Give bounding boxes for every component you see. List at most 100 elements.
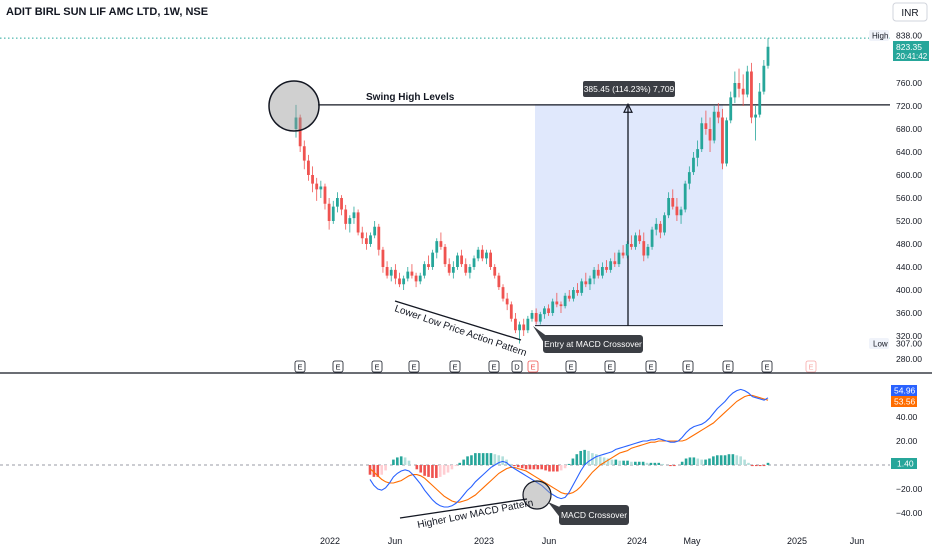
event-marker-letter: E bbox=[607, 363, 612, 372]
candle-body bbox=[352, 212, 356, 219]
candle-body bbox=[592, 269, 596, 279]
macd-histogram-bar bbox=[431, 465, 434, 478]
macd-histogram-bar bbox=[634, 461, 637, 465]
price-tick-label: 560.00 bbox=[896, 193, 922, 203]
candle-body bbox=[447, 264, 451, 273]
event-marker: E bbox=[449, 360, 461, 373]
macd-histogram-bar bbox=[575, 454, 579, 465]
macd-histogram-bar bbox=[380, 465, 384, 475]
macd-histogram-bar bbox=[403, 457, 407, 465]
candle-body bbox=[294, 117, 298, 129]
event-marker-letter: E bbox=[335, 363, 340, 372]
candle-body bbox=[667, 198, 671, 216]
entry-label: Entry at MACD Crossover bbox=[544, 339, 642, 349]
signal-value-badge: 53.56 bbox=[891, 396, 917, 407]
macd-histogram-bar bbox=[536, 465, 540, 470]
time-axis-label: Jun bbox=[542, 536, 557, 546]
candle-body bbox=[638, 235, 642, 242]
macd-histogram-bar bbox=[470, 455, 473, 465]
macd-histogram-bar bbox=[516, 465, 520, 468]
macd-tick-label: −40.00 bbox=[896, 508, 923, 518]
price-tick-label: 640.00 bbox=[896, 147, 922, 157]
candle-body bbox=[762, 65, 766, 92]
macd-histogram-bar bbox=[368, 465, 372, 475]
candle-body bbox=[712, 111, 716, 141]
event-marker: E bbox=[645, 360, 657, 373]
price-tick-label: 480.00 bbox=[896, 239, 922, 249]
candle-body bbox=[509, 304, 513, 319]
candle-body bbox=[559, 304, 563, 307]
macd-histogram-bar bbox=[610, 459, 614, 465]
macd-histogram-bar bbox=[688, 457, 692, 465]
macd-histogram-bar bbox=[673, 465, 676, 467]
price-tick-label: 600.00 bbox=[896, 170, 922, 180]
candle-body bbox=[646, 246, 650, 256]
candle-body bbox=[551, 301, 555, 313]
macd-histogram-bar bbox=[727, 454, 731, 465]
macd-histogram-bar bbox=[618, 460, 622, 465]
macd-histogram-bar bbox=[692, 457, 696, 465]
macd-histogram-bar bbox=[438, 465, 442, 477]
candle-body bbox=[406, 271, 410, 279]
macd-histogram-bar bbox=[731, 454, 735, 465]
macd-histogram-bar bbox=[548, 465, 551, 472]
currency-button[interactable]: INR bbox=[892, 2, 928, 22]
macd-histogram-bar bbox=[567, 463, 571, 465]
macd-histogram-bar bbox=[595, 454, 598, 465]
macd-histogram-bar bbox=[747, 462, 750, 465]
candle-body bbox=[700, 123, 704, 150]
price-tick-label: 440.00 bbox=[896, 262, 922, 272]
event-marker-letter: E bbox=[530, 363, 535, 372]
event-marker-box bbox=[527, 360, 539, 373]
event-marker-letter: E bbox=[491, 363, 496, 372]
candle-body bbox=[302, 146, 306, 161]
candle-body bbox=[737, 83, 741, 89]
swing-high-label: Swing High Levels bbox=[366, 92, 455, 103]
candle-body bbox=[373, 226, 377, 236]
candle-body bbox=[526, 318, 530, 331]
candle-body bbox=[576, 290, 579, 293]
candle-body bbox=[364, 238, 368, 244]
candle-body bbox=[729, 97, 733, 121]
candle-body bbox=[489, 252, 492, 267]
high-value: 838.00 bbox=[896, 31, 922, 41]
candle-body bbox=[534, 313, 538, 322]
event-marker: E bbox=[565, 360, 577, 373]
candle-body bbox=[741, 88, 745, 95]
macd-histogram-bar bbox=[454, 465, 458, 467]
candle-body bbox=[514, 318, 517, 331]
low-label: Low bbox=[873, 340, 888, 349]
macd-histogram-bar bbox=[458, 462, 462, 465]
candle-body bbox=[311, 175, 314, 184]
candle-body bbox=[588, 278, 592, 285]
event-marker: E bbox=[527, 360, 539, 373]
macd-histogram-bar bbox=[754, 465, 758, 467]
signal-line bbox=[369, 394, 769, 503]
candle-body bbox=[679, 209, 683, 216]
candle-body bbox=[704, 123, 708, 129]
measure-label: 385.45 (114.23%) 7,709 bbox=[584, 84, 675, 94]
candle-body bbox=[505, 298, 509, 305]
currency-button-label: INR bbox=[901, 8, 918, 19]
candle-body bbox=[451, 267, 455, 273]
event-marker-box bbox=[294, 360, 306, 373]
low-marker: Low 307.00 bbox=[869, 338, 922, 349]
macd-histogram-bar bbox=[466, 456, 469, 465]
macd-histogram-bar bbox=[579, 450, 583, 465]
candle-body bbox=[414, 275, 418, 282]
candle-body bbox=[754, 114, 757, 118]
macd-histogram-bar bbox=[559, 465, 563, 471]
macd-histogram-bar bbox=[715, 455, 719, 465]
candle-body bbox=[716, 111, 720, 118]
macd-histogram-bar bbox=[645, 462, 649, 465]
macd-histogram-bar bbox=[583, 449, 586, 465]
macd-histogram-bar bbox=[653, 462, 657, 465]
event-marker-box bbox=[565, 360, 577, 373]
macd-histogram-bar bbox=[641, 461, 645, 465]
event-marker: E bbox=[294, 360, 306, 373]
macd-histogram-bar bbox=[442, 465, 446, 475]
macd-histogram-bar bbox=[477, 453, 481, 465]
macd-histogram-bar bbox=[758, 465, 762, 467]
event-marker-letter: E bbox=[685, 363, 690, 372]
